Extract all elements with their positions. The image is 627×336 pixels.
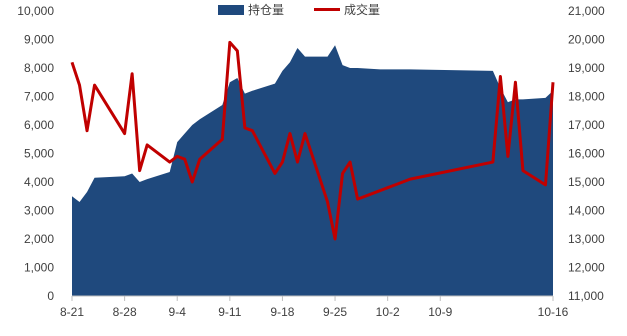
left-axis-tick-label: 2,000	[24, 232, 54, 246]
left-axis-tick-label: 4,000	[24, 175, 54, 189]
x-tick-label: 9-25	[323, 305, 347, 319]
right-axis-tick-label: 12,000	[568, 261, 605, 275]
left-axis-tick-label: 8,000	[24, 61, 54, 75]
legend-swatch-volume	[314, 8, 340, 11]
left-axis-tick-label: 0	[47, 289, 54, 303]
right-axis-tick-label: 14,000	[568, 204, 605, 218]
right-axis-tick-label: 18,000	[568, 90, 605, 104]
x-tick-label: 10-9	[428, 305, 452, 319]
legend-swatch-open-interest	[218, 4, 244, 15]
left-axis-tick-label: 9,000	[24, 33, 54, 47]
x-tick-label: 10-2	[376, 305, 400, 319]
right-axis-tick-label: 16,000	[568, 147, 605, 161]
left-axis-tick-label: 5,000	[24, 147, 54, 161]
x-tick-label: 9-11	[218, 305, 241, 319]
x-tick-label: 8-21	[60, 305, 84, 319]
legend-item-volume: 成交量	[314, 1, 380, 18]
left-axis-tick-label: 10,000	[17, 4, 54, 18]
x-tick-label: 9-18	[270, 305, 294, 319]
area-open-interest	[72, 45, 553, 297]
left-axis-tick-label: 7,000	[24, 90, 54, 104]
right-axis-tick-label: 11,000	[568, 289, 604, 303]
right-axis-tick-label: 15,000	[568, 175, 605, 189]
legend: 持仓量 成交量	[0, 0, 627, 18]
left-axis-tick-label: 1,000	[24, 261, 54, 275]
legend-item-open-interest: 持仓量	[218, 1, 284, 18]
left-axis-tick-label: 6,000	[24, 118, 54, 132]
left-axis-tick-label: 3,000	[24, 204, 54, 218]
x-tick-label: 10-16	[538, 305, 569, 319]
x-tick-label: 9-4	[169, 305, 187, 319]
right-axis-tick-label: 19,000	[568, 61, 605, 75]
right-axis-tick-label: 20,000	[568, 33, 605, 47]
right-axis-tick-label: 13,000	[568, 232, 605, 246]
right-axis-tick-label: 17,000	[568, 118, 605, 132]
legend-label-volume: 成交量	[344, 3, 381, 17]
legend-label-open-interest: 持仓量	[248, 3, 285, 17]
line-volume	[70, 40, 555, 241]
x-tick-label: 8-28	[113, 305, 137, 319]
right-axis-tick-label: 21,000	[568, 4, 605, 18]
